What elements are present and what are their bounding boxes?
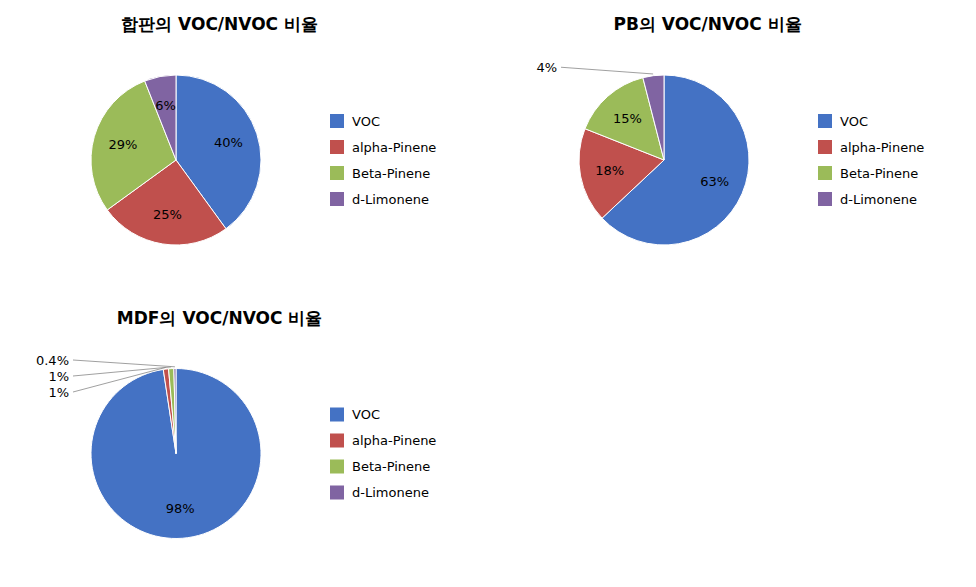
pie-slice <box>163 369 176 454</box>
data-label: 18% <box>595 163 624 178</box>
legend-label: Beta-Pinene <box>352 459 430 474</box>
data-label: 40% <box>214 135 243 150</box>
pie-slice <box>169 369 176 454</box>
pie-slice <box>145 75 176 160</box>
data-label: 29% <box>108 137 137 152</box>
data-label: 63% <box>700 174 729 189</box>
legend-swatch <box>330 434 344 448</box>
panel: 합판의 VOC/NVOC 비율 40% 25% 29% 6% VOC alpha-Pinen… <box>91 14 436 245</box>
slices <box>91 369 261 539</box>
data-label: 4% <box>536 60 557 75</box>
legend-label: d-Limonene <box>840 192 917 207</box>
slices <box>579 75 749 245</box>
legend-swatch <box>818 192 832 206</box>
legend: VOC alpha-Pinene Beta-Pinene d-Limonene <box>818 114 924 207</box>
legend-swatch <box>818 140 832 154</box>
chart-title: 합판의 VOC/NVOC 비율 <box>121 14 318 34</box>
legend-label: Beta-Pinene <box>840 166 918 181</box>
chart-title: PB의 VOC/NVOC 비율 <box>613 14 801 34</box>
chart-root: 합판의 VOC/NVOC 비율 40% 25% 29% 6% VOC alpha-Pinen… <box>0 0 976 587</box>
pie-slice <box>643 75 664 160</box>
pie: 40% 25% 29% 6% <box>91 75 261 245</box>
pie: 98%0.4%1%1% <box>36 353 261 539</box>
data-label: 6% <box>155 98 176 113</box>
legend-swatch <box>330 408 344 422</box>
legend-swatch <box>330 114 344 128</box>
legend-label: Beta-Pinene <box>352 166 430 181</box>
data-labels: 63% 18% 15% 4% <box>536 60 729 190</box>
legend: VOC alpha-Pinene Beta-Pinene d-Limonene <box>330 407 436 500</box>
data-label: 1% <box>48 385 69 400</box>
legend-swatch <box>330 460 344 474</box>
data-label: 25% <box>153 207 182 222</box>
pie-slice <box>91 81 176 210</box>
legend: VOC alpha-Pinene Beta-Pinene d-Limonene <box>330 114 436 207</box>
leader-line <box>73 367 171 376</box>
leader-line <box>561 67 653 74</box>
pie-slice <box>91 369 261 539</box>
legend-label: alpha-Pinene <box>352 140 436 155</box>
legend-label: d-Limonene <box>352 485 429 500</box>
chart-title: MDF의 VOC/NVOC 비율 <box>117 308 323 328</box>
data-label: 15% <box>613 111 642 126</box>
panel: MDF의 VOC/NVOC 비율98%0.4%1%1%VOCalpha-Pine… <box>36 308 436 539</box>
legend-label: VOC <box>840 114 868 129</box>
pie-slice <box>174 369 176 454</box>
legend-label: VOC <box>352 407 380 422</box>
legend-label: alpha-Pinene <box>840 140 924 155</box>
legend-label: d-Limonene <box>352 192 429 207</box>
data-label: 0.4% <box>36 353 69 368</box>
panel: PB의 VOC/NVOC 비율 63% 18% 15% 4% VOC alpha-Pinen… <box>536 14 924 245</box>
legend-swatch <box>330 166 344 180</box>
data-label: 98% <box>166 501 195 516</box>
data-labels: 40% 25% 29% 6% <box>108 98 243 222</box>
leader-line <box>73 360 175 367</box>
legend-swatch <box>330 192 344 206</box>
data-labels: 98%0.4%1%1% <box>36 353 195 517</box>
leader-line <box>73 367 166 392</box>
legend-label: VOC <box>352 114 380 129</box>
slices <box>91 75 261 245</box>
legend-swatch <box>330 486 344 500</box>
legend-swatch <box>818 114 832 128</box>
legend-swatch <box>330 140 344 154</box>
legend-label: alpha-Pinene <box>352 433 436 448</box>
data-label: 1% <box>48 369 69 384</box>
legend-swatch <box>818 166 832 180</box>
pie: 63% 18% 15% 4% <box>536 60 749 245</box>
